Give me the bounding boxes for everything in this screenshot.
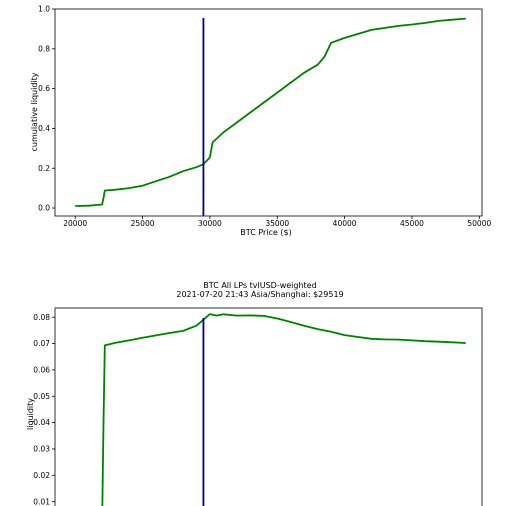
y-tick-label: 0.08 [33,313,50,322]
y-tick-label: 0.8 [38,44,50,53]
y-tick-label: 0.05 [33,392,50,401]
y-tick-label: 0.2 [38,164,50,173]
x-tick-label: 25000 [131,219,155,228]
y-axis-label: cumulative liquidity [30,72,39,151]
chart-subtitle: 2021-07-20 21:43 Asia/Shanghai: $29519 [176,290,343,299]
y-tick-label: 0.03 [33,445,50,454]
x-tick-label: 30000 [198,219,222,228]
y-tick-label: 1.0 [38,5,50,14]
series-line [75,17,466,207]
x-tick-label: 45000 [400,219,424,228]
y-tick-label: 0.06 [33,366,50,375]
plot-frame [54,307,483,506]
x-tick-label: 50000 [467,219,491,228]
cumulative-liquidity-chart: cumulative liquidity BTC Price ($) 20000… [30,5,491,237]
y-tick-label: 0.4 [38,124,50,133]
y-tick-label: 0.6 [38,84,50,93]
y-tick-label: 0.02 [33,471,50,480]
x-tick-label: 20000 [63,219,87,228]
y-tick-label: 0.04 [33,418,50,427]
plot-frame [54,8,483,217]
series-line [101,313,466,506]
y-tick-label: 0.07 [33,339,50,348]
x-tick-label: 40000 [333,219,357,228]
y-tick-label: 0.01 [33,497,50,506]
chart-title: BTC All LPs tvlUSD-weighted [203,281,316,290]
y-tick-label: 0.0 [38,204,50,213]
liquidity-chart: BTC All LPs tvlUSD-weighted 2021-07-20 2… [26,281,483,506]
x-tick-label: 35000 [265,219,289,228]
y-axis-label: liquidity [26,398,35,430]
x-axis-label: BTC Price ($) [240,228,291,237]
